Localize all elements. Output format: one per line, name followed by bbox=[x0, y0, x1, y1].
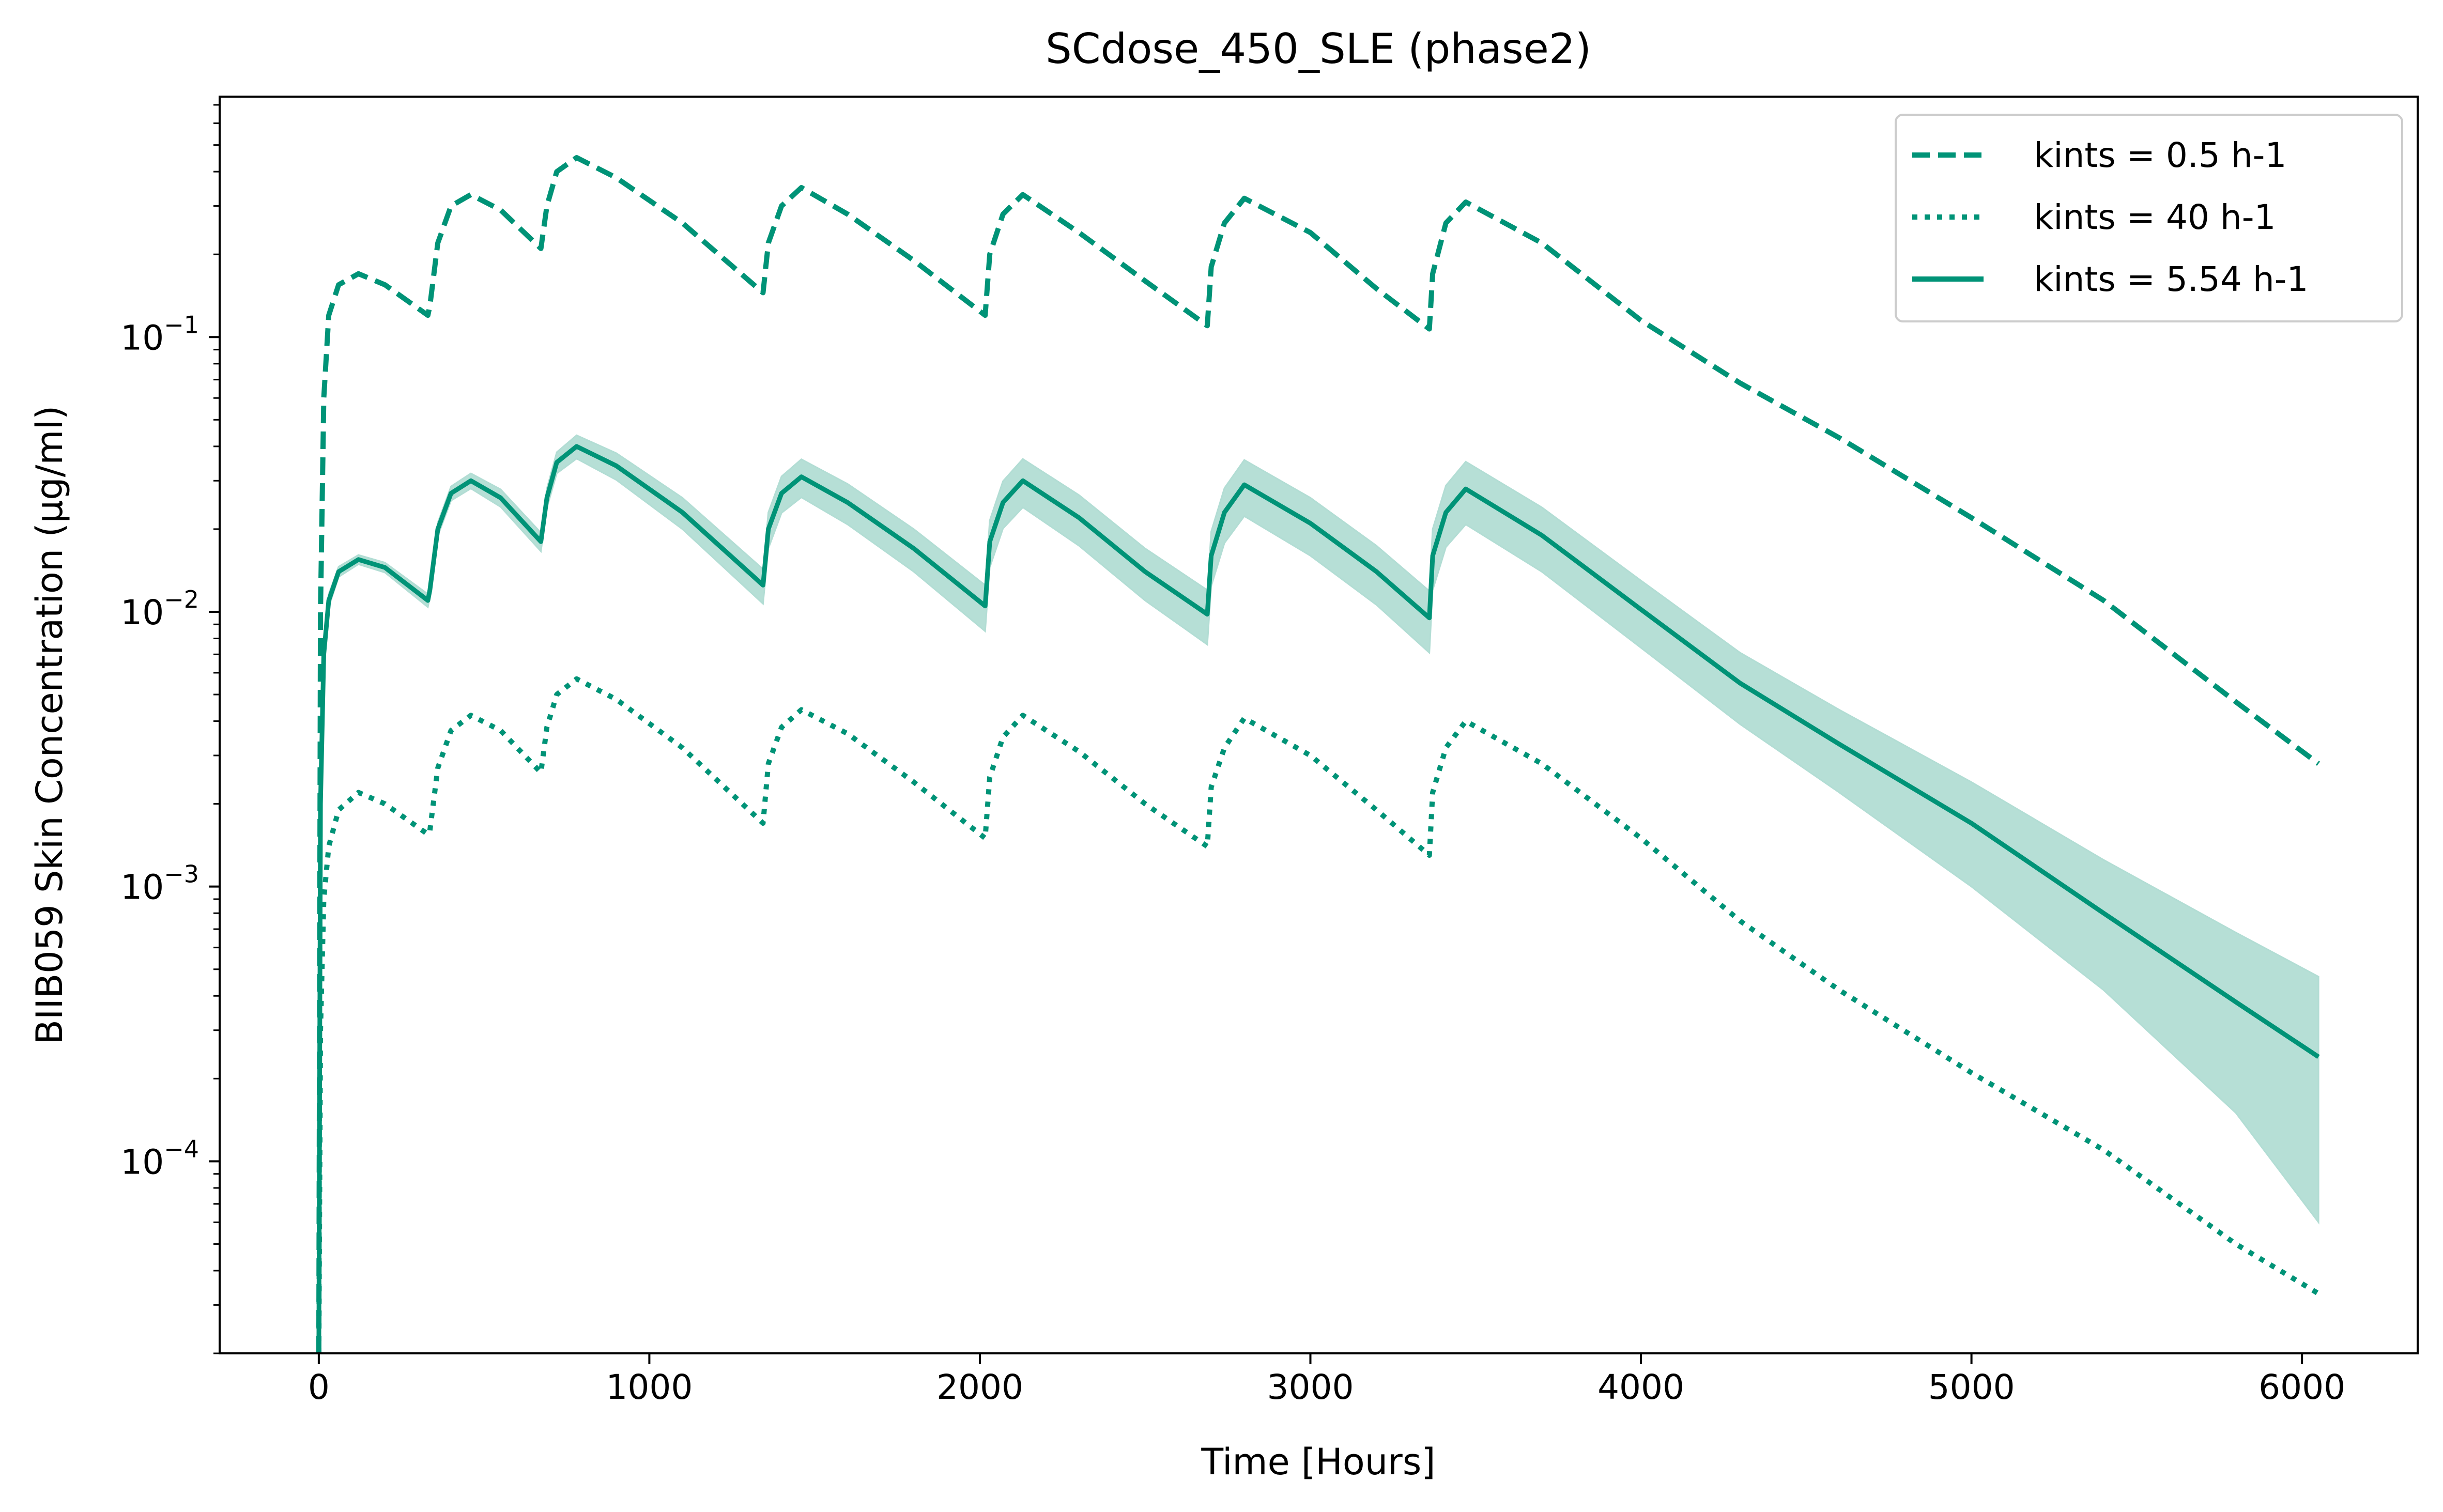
x-tick-label: 1000 bbox=[606, 1367, 693, 1407]
series-lines bbox=[316, 155, 2321, 1353]
x-tick-label: 6000 bbox=[2258, 1367, 2345, 1407]
legend-label-2: kints = 5.54 h-1 bbox=[2034, 259, 2308, 299]
y-tick-label: 10−3 bbox=[120, 860, 199, 907]
legend-label-0: kints = 0.5 h-1 bbox=[2034, 135, 2287, 175]
confidence-band-2 bbox=[318, 434, 2319, 1353]
chart-title: SCdose_450_SLE (phase2) bbox=[1046, 25, 1591, 73]
x-tick-label: 5000 bbox=[1928, 1367, 2015, 1407]
y-tick-label: 10−1 bbox=[120, 311, 199, 358]
legend: kints = 0.5 h-1 kints = 40 h-1 kints = 5.5… bbox=[1895, 114, 2403, 322]
x-axis: 0 1000 2000 3000 4000 5000 6000 bbox=[308, 1353, 2345, 1407]
y-tick-label: 10−2 bbox=[120, 585, 199, 632]
legend-label-1: kints = 40 h-1 bbox=[2034, 197, 2276, 237]
x-tick-label: 4000 bbox=[1597, 1367, 1684, 1407]
legend-frame bbox=[1895, 114, 2403, 322]
plot-frame bbox=[219, 96, 2419, 1354]
x-tick-label: 3000 bbox=[1267, 1367, 1354, 1407]
series-line-0 bbox=[316, 155, 2321, 1353]
x-tick-label: 2000 bbox=[936, 1367, 1023, 1407]
series-line-2 bbox=[316, 444, 2320, 1353]
x-axis-label: Time [Hours] bbox=[1201, 1441, 1435, 1483]
y-axis-label: BIIB059 Skin Concentration (µg/ml) bbox=[28, 406, 71, 1044]
y-axis: 10−1 10−2 10−3 10−4 bbox=[120, 104, 220, 1354]
x-tick-label: 0 bbox=[308, 1367, 330, 1407]
confidence-bands bbox=[318, 434, 2319, 1353]
series-line-1 bbox=[316, 676, 2320, 1353]
y-tick-label: 10−4 bbox=[120, 1135, 199, 1182]
